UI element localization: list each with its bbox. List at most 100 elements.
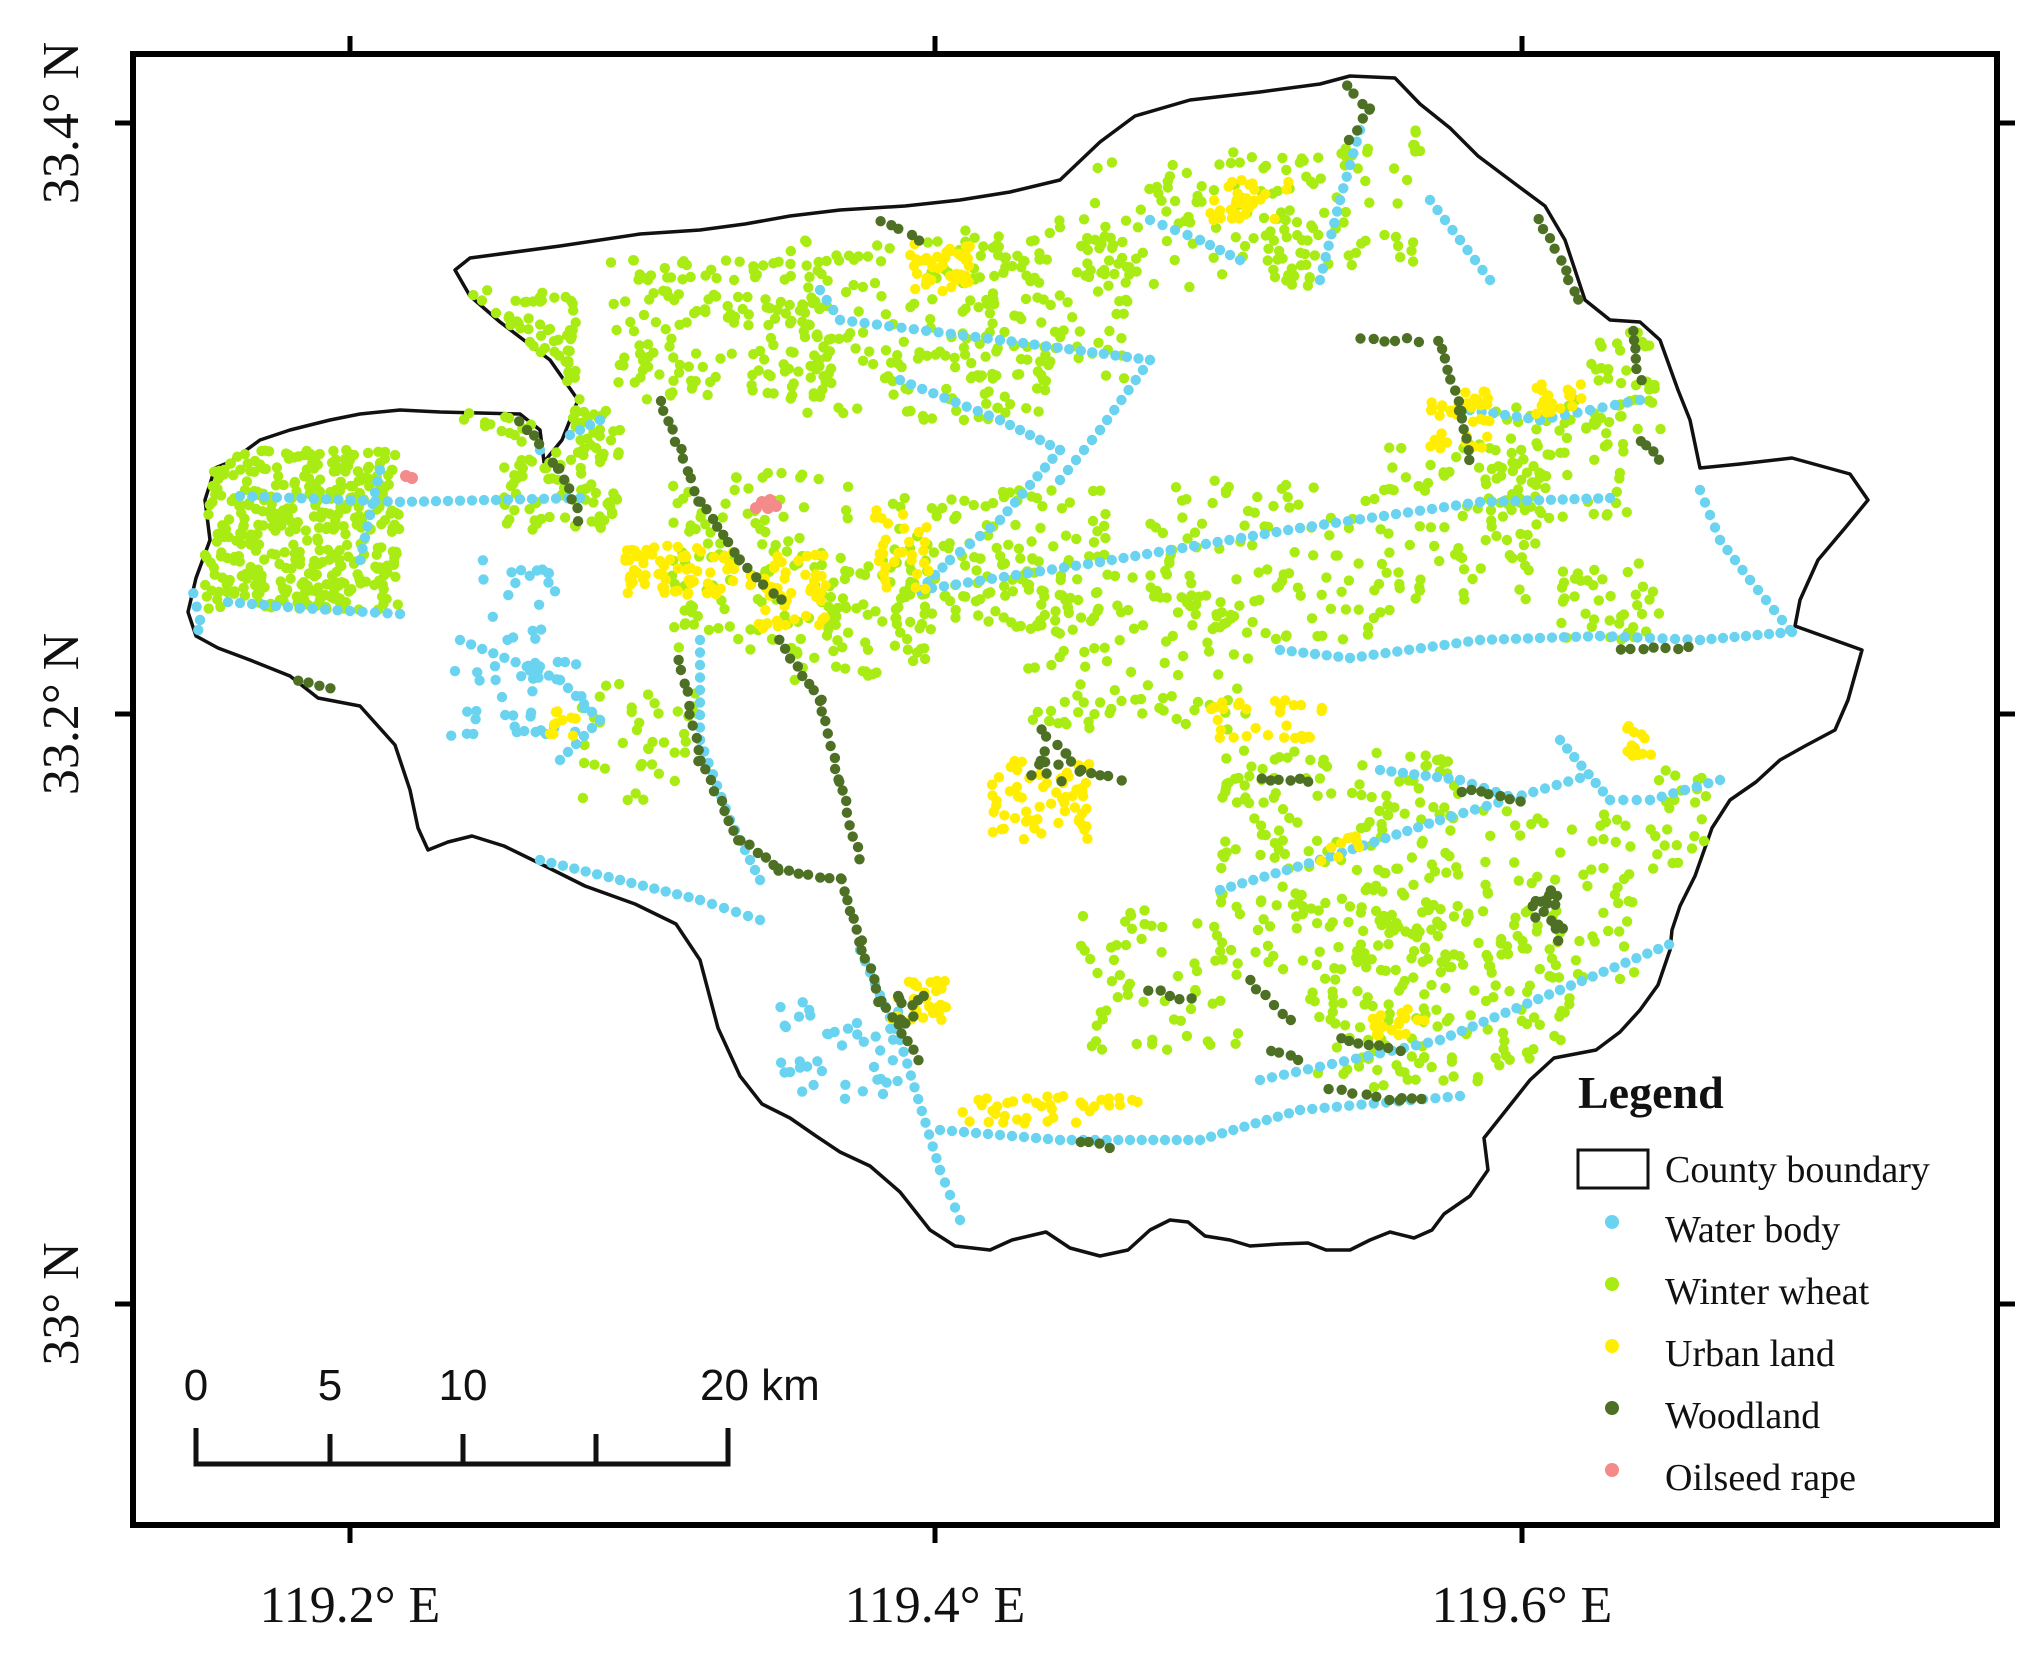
sample-point [1615, 644, 1627, 655]
sample-point [1269, 213, 1280, 225]
sample-point [1202, 1036, 1214, 1047]
sample-point [1456, 1025, 1468, 1037]
scale-label-0: 0 [184, 1361, 208, 1410]
sample-point [1356, 1099, 1367, 1110]
sample-point [1186, 993, 1197, 1004]
sample-point [910, 582, 921, 593]
sample-point [814, 284, 826, 296]
sample-point [1610, 836, 1622, 848]
sample-point [708, 552, 720, 563]
sample-point [798, 502, 810, 513]
sample-point [780, 1021, 792, 1033]
sample-point [1143, 985, 1154, 996]
sample-point [382, 496, 393, 507]
sample-point [982, 333, 993, 344]
sample-point [1390, 231, 1402, 243]
sample-point [994, 514, 1006, 526]
sample-point [724, 621, 735, 632]
sample-point [311, 586, 322, 597]
sample-point [614, 678, 625, 690]
sample-point [964, 1116, 975, 1127]
sample-point [302, 535, 313, 546]
sample-point [674, 359, 686, 371]
sample-point [606, 506, 618, 518]
sample-point [816, 570, 827, 582]
sample-point [1311, 959, 1323, 971]
sample-point [1417, 835, 1428, 847]
sample-point [1263, 243, 1274, 254]
sample-point [1598, 966, 1609, 977]
sample-point [1120, 277, 1131, 288]
sample-point [1469, 393, 1480, 404]
sample-point [1620, 957, 1631, 968]
sample-point [1622, 566, 1634, 578]
sample-point [1192, 696, 1204, 708]
sample-point [1217, 1128, 1228, 1139]
sample-point [1601, 428, 1612, 439]
sample-point [533, 599, 545, 610]
sample-point [913, 235, 925, 246]
sample-point [765, 370, 776, 382]
sample-point [1486, 496, 1498, 507]
sample-point [919, 601, 931, 612]
sample-point [939, 976, 950, 987]
sample-point [908, 1011, 919, 1022]
sample-point [1506, 447, 1517, 459]
sample-point [1342, 80, 1353, 91]
sample-point [1611, 486, 1623, 497]
sample-point [1628, 967, 1640, 978]
sample-point [1565, 391, 1576, 402]
sample-point [1032, 814, 1043, 825]
sample-point [1101, 656, 1113, 667]
sample-point [1653, 943, 1664, 955]
sample-point [669, 775, 680, 787]
sample-point [1234, 213, 1245, 224]
sample-point [920, 583, 931, 595]
sample-point [1657, 633, 1668, 644]
sample-point [710, 371, 721, 383]
sample-point [1501, 806, 1513, 817]
sample-point [1423, 904, 1434, 916]
sample-point [1217, 954, 1228, 965]
sample-point [1544, 944, 1555, 955]
sample-point [1545, 494, 1557, 505]
sample-point [1162, 182, 1174, 193]
sample-point [1352, 986, 1363, 997]
sample-point [848, 279, 859, 291]
sample-point [377, 579, 388, 590]
sample-point [987, 826, 999, 838]
sample-point [586, 722, 598, 734]
sample-point [1058, 562, 1070, 573]
sample-point [1075, 679, 1086, 690]
sample-point [1463, 908, 1474, 919]
sample-point [800, 610, 812, 622]
sample-point [1050, 606, 1061, 617]
sample-point [1358, 925, 1369, 937]
sample-point [681, 317, 692, 328]
sample-point [1254, 594, 1265, 606]
sample-point [1511, 402, 1522, 413]
sample-point [1386, 766, 1397, 777]
sample-point [931, 1153, 942, 1164]
sample-point [1390, 964, 1401, 976]
sample-point [786, 587, 797, 599]
sample-point [1379, 336, 1390, 347]
sample-point [1382, 799, 1393, 811]
sample-point [1563, 776, 1574, 787]
sample-point [543, 670, 555, 681]
sample-point [1239, 1121, 1250, 1132]
sample-point [1270, 633, 1282, 645]
sample-point [1431, 771, 1443, 783]
sample-point [1104, 1142, 1115, 1154]
sample-point [661, 286, 673, 297]
sample-point [314, 448, 325, 460]
sample-point [1509, 857, 1520, 868]
sample-point [1668, 788, 1679, 799]
sample-point [936, 1014, 947, 1025]
sample-point [578, 449, 589, 461]
sample-point [1190, 984, 1201, 996]
sample-point [1559, 1007, 1570, 1018]
sample-point [1282, 491, 1293, 503]
sample-point [1744, 574, 1756, 586]
sample-point [1369, 836, 1380, 847]
